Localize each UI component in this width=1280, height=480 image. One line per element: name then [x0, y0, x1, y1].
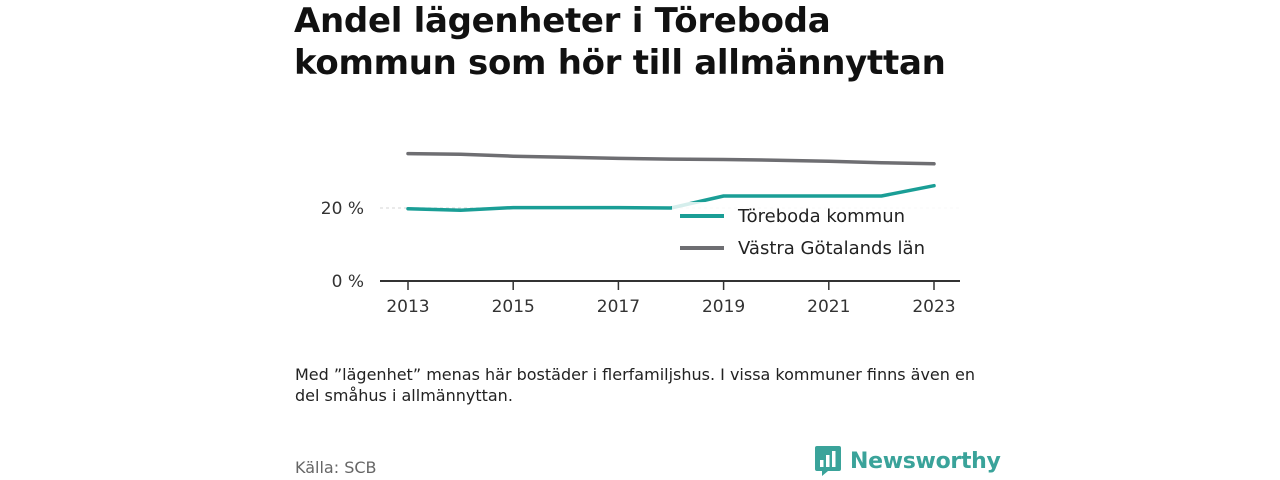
legend-label: Töreboda kommun [737, 206, 905, 227]
newsworthy-logo-icon [815, 446, 841, 476]
x-tick-label: 2023 [912, 297, 955, 317]
x-tick-label: 2017 [597, 297, 640, 317]
legend-label: Västra Götalands län [738, 238, 925, 259]
source-label: Källa: SCB [295, 458, 377, 477]
x-tick-label: 2013 [386, 297, 429, 317]
brand-name: Newsworthy [850, 448, 1001, 474]
brand-logo[interactable]: Newsworthy [814, 444, 1001, 478]
chart-title: Andel lägenheter i Töreboda kommun som h… [294, 1, 946, 83]
series-line [406, 151, 936, 166]
x-tick-label: 2021 [807, 297, 850, 317]
y-axis: 0 % 20 % [321, 199, 364, 292]
legend-background [672, 202, 960, 264]
legend: Töreboda kommun Västra Götalands län [672, 202, 960, 264]
x-tick-label: 2019 [702, 297, 745, 317]
chart-note: Med ”lägenhet” menas här bostäder i fler… [295, 365, 975, 405]
series-lines [406, 151, 936, 212]
series-line [406, 183, 936, 212]
y-tick-label: 20 % [321, 199, 364, 219]
x-tick-label: 2015 [492, 297, 535, 317]
x-axis: 2013 2015 2017 2019 2021 2023 [386, 281, 956, 317]
y-tick-label: 0 % [332, 272, 364, 292]
